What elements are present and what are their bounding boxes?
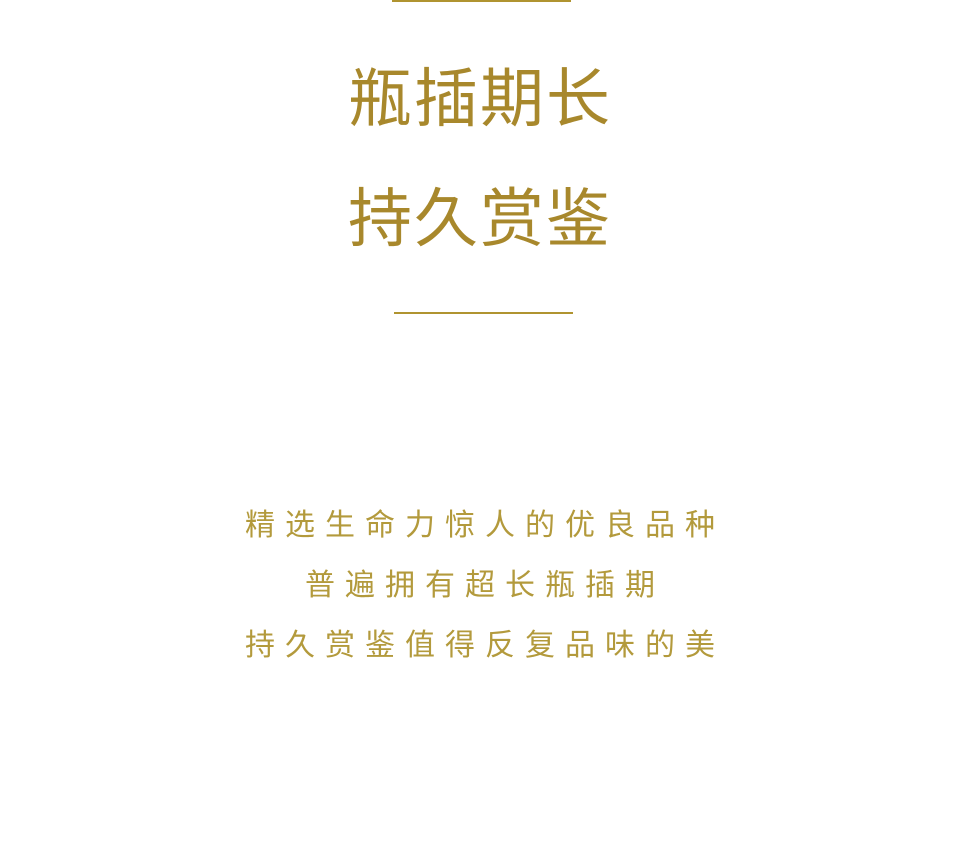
description-line-2: 普遍拥有超长瓶插期 (305, 568, 665, 603)
headline-underline-divider (394, 312, 573, 314)
top-divider (392, 0, 571, 2)
description-line-3: 持久赏鉴值得反复品味的美 (245, 628, 725, 663)
headline-line-1: 瓶插期长 (348, 63, 612, 137)
headline-line-2: 持久赏鉴 (348, 183, 612, 257)
description-line-1: 精选生命力惊人的优良品种 (245, 508, 725, 543)
